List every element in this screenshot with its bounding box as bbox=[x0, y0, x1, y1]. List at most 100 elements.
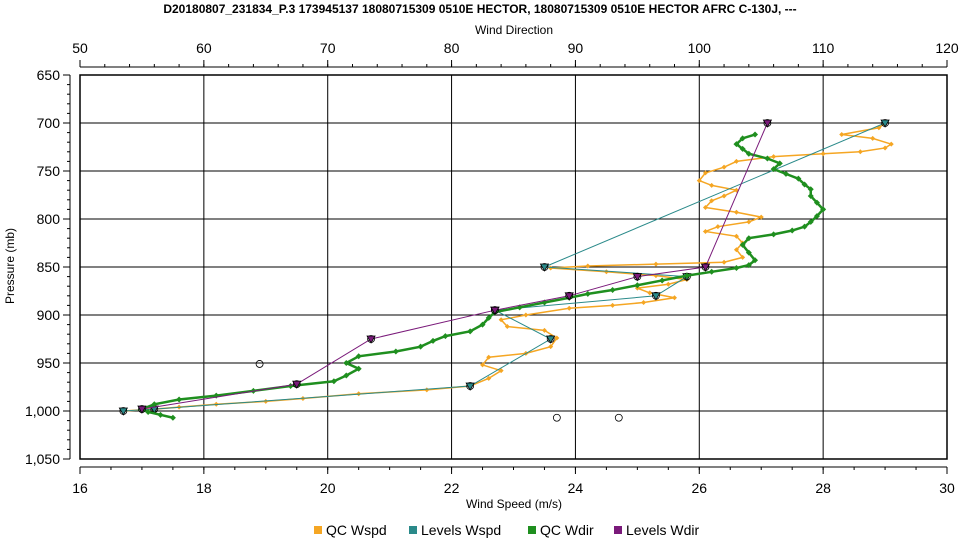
data-point bbox=[486, 354, 492, 360]
data-point bbox=[539, 263, 550, 272]
data-point bbox=[839, 132, 845, 138]
data-point bbox=[807, 192, 814, 199]
data-point bbox=[632, 273, 643, 282]
grid bbox=[79, 74, 948, 460]
data-point bbox=[820, 151, 826, 157]
x-tick-label: 28 bbox=[815, 480, 831, 496]
data-point bbox=[442, 333, 449, 340]
data-point bbox=[801, 181, 808, 188]
data-point bbox=[343, 360, 350, 366]
data-point bbox=[609, 287, 616, 294]
legend: QC Wspd Levels Wspd QC Wdir Levels Wdir bbox=[314, 522, 699, 538]
data-point bbox=[137, 405, 147, 414]
data-point bbox=[776, 160, 783, 167]
data-point bbox=[585, 263, 591, 269]
data-point bbox=[672, 295, 678, 301]
x-tick-label: 18 bbox=[196, 480, 212, 496]
x2-tick-label: 60 bbox=[196, 40, 212, 56]
data-point bbox=[721, 193, 727, 199]
data-point bbox=[490, 306, 500, 316]
data-point bbox=[770, 166, 777, 173]
data-point bbox=[733, 233, 739, 239]
data-point bbox=[709, 198, 715, 204]
data-point bbox=[683, 272, 690, 279]
legend-label: QC Wdir bbox=[540, 522, 594, 538]
data-point bbox=[424, 387, 430, 393]
x-tick-label: 24 bbox=[568, 480, 584, 496]
y-tick-label: 1,050 bbox=[25, 451, 60, 467]
data-point bbox=[745, 262, 752, 269]
legend-swatch bbox=[409, 526, 417, 534]
data-point bbox=[764, 155, 771, 162]
data-point bbox=[745, 235, 752, 242]
data-point bbox=[770, 231, 777, 238]
data-point bbox=[702, 170, 708, 176]
legend-item-qc-wdir: QC Wdir bbox=[528, 522, 594, 538]
data-point bbox=[752, 257, 759, 264]
legend-item-levels-wspd: Levels Wspd bbox=[409, 522, 501, 538]
outlier-point bbox=[255, 360, 264, 368]
data-point bbox=[733, 158, 739, 164]
axes: 16 18 20 22 24 26 28 30 50 60 70 80 90 100 110 120 650 70… bbox=[25, 40, 959, 496]
data-point bbox=[758, 214, 764, 220]
x-tick-label: 16 bbox=[72, 480, 88, 496]
data-point bbox=[651, 292, 661, 301]
data-point bbox=[740, 254, 746, 260]
data-point bbox=[880, 119, 890, 128]
data-point bbox=[771, 154, 777, 160]
y-tick-label: 850 bbox=[37, 259, 61, 275]
outlier-point bbox=[552, 413, 561, 422]
data-point bbox=[541, 327, 547, 333]
data-point bbox=[739, 145, 746, 152]
data-point bbox=[739, 135, 746, 142]
legend-swatch bbox=[528, 526, 536, 534]
data-point bbox=[665, 281, 671, 287]
data-point bbox=[355, 353, 362, 360]
data-point bbox=[745, 249, 752, 256]
data-point bbox=[292, 380, 302, 389]
data-point bbox=[343, 372, 350, 379]
data-point bbox=[545, 335, 556, 344]
data-point bbox=[702, 228, 708, 234]
x2-tick-label: 100 bbox=[688, 40, 712, 56]
data-point bbox=[709, 182, 715, 188]
data-point bbox=[715, 224, 721, 230]
legend-swatch bbox=[314, 526, 322, 534]
data-point bbox=[287, 383, 294, 390]
data-point bbox=[708, 268, 715, 275]
data-point bbox=[504, 324, 510, 330]
data-point bbox=[870, 135, 876, 141]
y-tick-label: 900 bbox=[37, 307, 61, 323]
x2-axis-label: Wind Direction bbox=[475, 23, 553, 37]
plot-area bbox=[118, 119, 894, 422]
outlier-point bbox=[614, 413, 623, 422]
data-point bbox=[745, 150, 752, 157]
data-point bbox=[392, 348, 399, 355]
data-point bbox=[554, 335, 560, 341]
data-point bbox=[465, 382, 475, 391]
legend-item-levels-wdir: Levels Wdir bbox=[614, 522, 699, 538]
y-tick-label: 800 bbox=[37, 211, 61, 227]
data-point bbox=[485, 314, 492, 321]
plot-frame bbox=[79, 74, 948, 460]
data-point bbox=[733, 141, 740, 148]
data-point bbox=[807, 186, 814, 193]
legend-label: QC Wspd bbox=[326, 522, 387, 538]
x-tick-label: 30 bbox=[939, 480, 955, 496]
data-point bbox=[789, 227, 796, 234]
data-point bbox=[634, 282, 641, 289]
data-point bbox=[795, 175, 802, 182]
data-point bbox=[479, 321, 486, 328]
data-point bbox=[820, 206, 827, 213]
data-point bbox=[548, 344, 554, 350]
data-point bbox=[564, 292, 574, 301]
y-axis-label: Pressure (mb) bbox=[3, 228, 17, 304]
data-point bbox=[733, 264, 740, 271]
legend-label: Levels Wdir bbox=[626, 522, 699, 538]
data-point bbox=[603, 269, 609, 275]
x2-tick-label: 70 bbox=[320, 40, 336, 56]
data-point bbox=[857, 149, 863, 155]
data-point bbox=[176, 396, 183, 403]
x-tick-label: 20 bbox=[320, 480, 336, 496]
data-point bbox=[782, 170, 789, 177]
